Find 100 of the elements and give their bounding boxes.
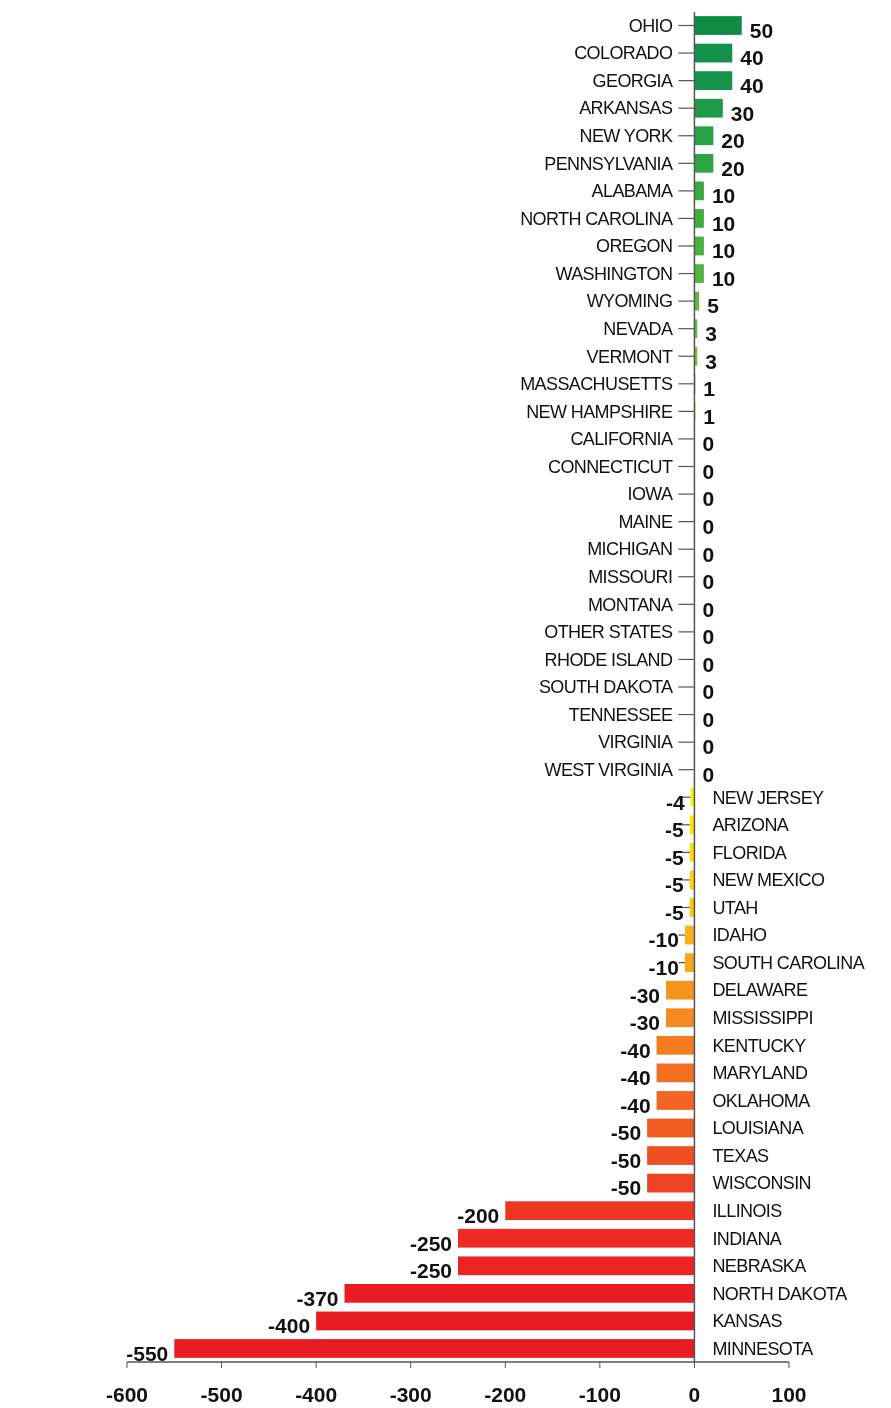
data-label: 0 — [702, 542, 715, 566]
y-tick-label: NEW JERSEY — [712, 787, 825, 808]
y-tick-label: NEW YORK — [579, 126, 674, 147]
y-tick-label: KANSAS — [712, 1311, 783, 1332]
y-tick-label: MONTANA — [587, 594, 674, 615]
y-tick-label: MISSISSIPPI — [712, 1008, 813, 1029]
data-label: 20 — [721, 129, 745, 153]
data-label: 10 — [711, 239, 736, 263]
data-label: 0 — [702, 597, 715, 621]
x-tick-label: -500 — [200, 1383, 243, 1407]
data-label: -40 — [620, 1038, 651, 1062]
data-label: 0 — [702, 735, 715, 759]
data-label: 40 — [740, 46, 764, 70]
data-label: -50 — [610, 1148, 642, 1172]
y-tick-label: MARYLAND — [712, 1063, 808, 1084]
x-tick-label: -600 — [105, 1383, 149, 1407]
data-label: -250 — [409, 1231, 452, 1255]
data-label: -10 — [648, 928, 679, 952]
y-tick-label: IOWA — [627, 484, 674, 505]
y-tick-label: WEST VIRGINIA — [544, 759, 674, 780]
y-tick-label: MINNESOTA — [712, 1338, 814, 1359]
y-tick-label: VIRGINIA — [598, 732, 674, 753]
y-tick-label: CALIFORNIA — [570, 429, 674, 450]
y-tick-label: OHIO — [628, 15, 674, 36]
data-label: 0 — [702, 707, 715, 731]
data-label: 1 — [703, 377, 716, 401]
y-tick-label: ILLINOIS — [712, 1200, 783, 1221]
data-label: 5 — [707, 294, 720, 318]
y-tick-label: INDIANA — [712, 1228, 782, 1249]
y-tick-label: ARIZONA — [712, 815, 789, 836]
y-tick-label: UTAH — [712, 897, 758, 918]
data-label: -370 — [296, 1286, 339, 1310]
y-tick-label: OREGON — [596, 236, 673, 257]
y-tick-label: TENNESSEE — [568, 704, 674, 725]
data-label: 3 — [705, 349, 717, 373]
y-tick-label: NEW HAMPSHIRE — [526, 401, 674, 422]
data-label: 0 — [702, 570, 715, 594]
y-tick-label: LOUISIANA — [712, 1118, 804, 1139]
y-tick-label: SOUTH DAKOTA — [538, 677, 674, 698]
y-tick-label: NEBRASKA — [712, 1256, 807, 1277]
data-label: -5 — [665, 845, 685, 869]
data-label: 0 — [702, 680, 715, 704]
data-label: 0 — [702, 763, 715, 787]
data-label: -550 — [126, 1341, 169, 1365]
data-label: 30 — [730, 101, 755, 125]
data-label: -50 — [610, 1121, 642, 1145]
y-tick-label: DELAWARE — [712, 980, 808, 1001]
data-label: 20 — [721, 156, 745, 180]
data-label: 0 — [702, 514, 715, 538]
data-label: 0 — [702, 459, 715, 483]
y-tick-label: ALABAMA — [591, 181, 674, 202]
y-tick-label: MICHIGAN — [587, 539, 673, 560]
y-tick-label: WISCONSIN — [712, 1173, 812, 1194]
data-label: -5 — [665, 873, 685, 897]
x-tick-label: -100 — [578, 1383, 621, 1407]
data-label: 40 — [740, 73, 764, 97]
data-label: -400 — [268, 1314, 311, 1338]
data-label: -10 — [648, 955, 679, 979]
data-label: -30 — [629, 1011, 661, 1035]
data-label: 1 — [703, 404, 716, 428]
y-tick-label: RHODE ISLAND — [544, 649, 674, 670]
y-tick-label: WASHINGTON — [555, 263, 673, 284]
data-label: -5 — [665, 900, 685, 924]
y-tick-label: MASSACHUSETTS — [520, 374, 674, 395]
x-tick-label: 100 — [771, 1383, 807, 1407]
x-tick-label: -300 — [389, 1383, 432, 1407]
data-label: 0 — [702, 625, 715, 649]
data-label: 50 — [749, 18, 774, 42]
data-label: -40 — [620, 1066, 651, 1090]
data-label: -5 — [665, 818, 685, 842]
y-tick-label: FLORIDA — [712, 842, 787, 863]
x-tick-label: -400 — [295, 1383, 338, 1407]
y-tick-label: IDAHO — [712, 925, 768, 946]
y-tick-label: ARKANSAS — [579, 98, 674, 119]
y-tick-label: TEXAS — [712, 1145, 770, 1166]
y-tick-label: MAINE — [618, 511, 674, 532]
y-tick-label: PENNSYLVANIA — [544, 153, 674, 174]
y-tick-label: VERMONT — [586, 346, 674, 367]
y-tick-label: CONNECTICUT — [548, 456, 674, 477]
data-label: 0 — [702, 487, 715, 511]
data-label: 10 — [711, 266, 736, 290]
y-tick-label: MISSOURI — [588, 567, 673, 588]
y-tick-label: NEW MEXICO — [712, 870, 826, 891]
x-tick-label: -200 — [484, 1383, 527, 1407]
y-tick-label: SOUTH CAROLINA — [712, 952, 865, 973]
data-label: -4 — [665, 790, 685, 814]
data-label: -50 — [610, 1176, 642, 1200]
y-tick-label: OKLAHOMA — [712, 1090, 811, 1111]
data-label: 10 — [711, 184, 736, 208]
y-tick-label: NORTH DAKOTA — [712, 1283, 848, 1304]
data-label: 3 — [705, 322, 717, 346]
y-tick-label: GEORGIA — [592, 70, 674, 91]
y-tick-label: WYOMING — [586, 291, 673, 312]
y-tick-label: NORTH CAROLINA — [520, 208, 674, 229]
data-label: -40 — [620, 1093, 651, 1117]
y-tick-label: KENTUCKY — [712, 1035, 807, 1056]
y-tick-label: COLORADO — [574, 43, 674, 64]
data-label: -250 — [409, 1259, 452, 1283]
y-tick-label: NEVADA — [603, 318, 674, 339]
x-tick-label: 0 — [688, 1383, 701, 1407]
